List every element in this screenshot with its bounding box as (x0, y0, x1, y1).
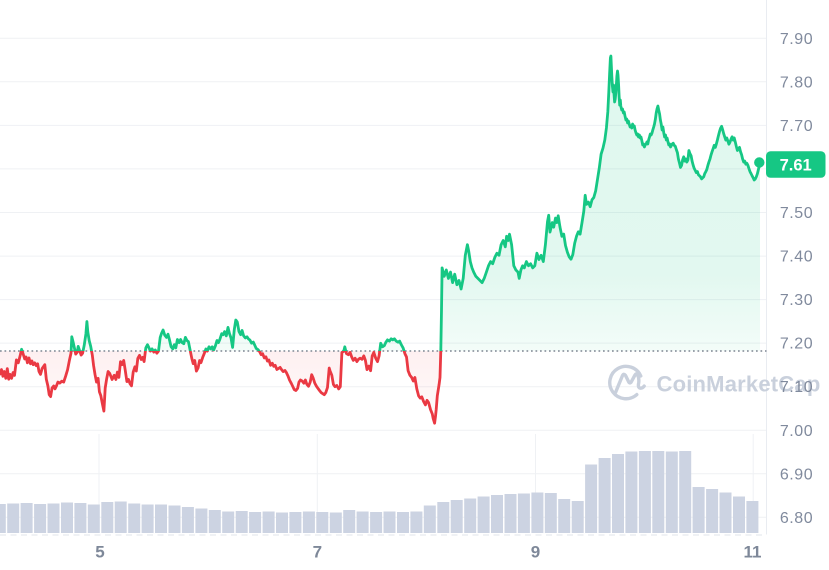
svg-text:6.80: 6.80 (780, 510, 813, 527)
svg-text:9: 9 (531, 543, 540, 562)
svg-text:7.40: 7.40 (780, 249, 813, 266)
svg-text:7.00: 7.00 (780, 423, 813, 440)
svg-text:7.30: 7.30 (780, 292, 813, 309)
svg-text:7.20: 7.20 (780, 336, 813, 353)
svg-text:5: 5 (95, 543, 104, 562)
svg-text:7.50: 7.50 (780, 205, 813, 222)
svg-text:7.10: 7.10 (780, 379, 813, 396)
svg-text:7.90: 7.90 (780, 31, 813, 48)
svg-text:6.90: 6.90 (780, 466, 813, 483)
svg-text:7.80: 7.80 (780, 74, 813, 91)
svg-text:7: 7 (313, 543, 322, 562)
svg-text:7.70: 7.70 (780, 118, 813, 135)
svg-text:7.61: 7.61 (780, 156, 812, 174)
svg-text:CoinMarketCap: CoinMarketCap (657, 372, 821, 397)
svg-text:11: 11 (744, 543, 762, 562)
